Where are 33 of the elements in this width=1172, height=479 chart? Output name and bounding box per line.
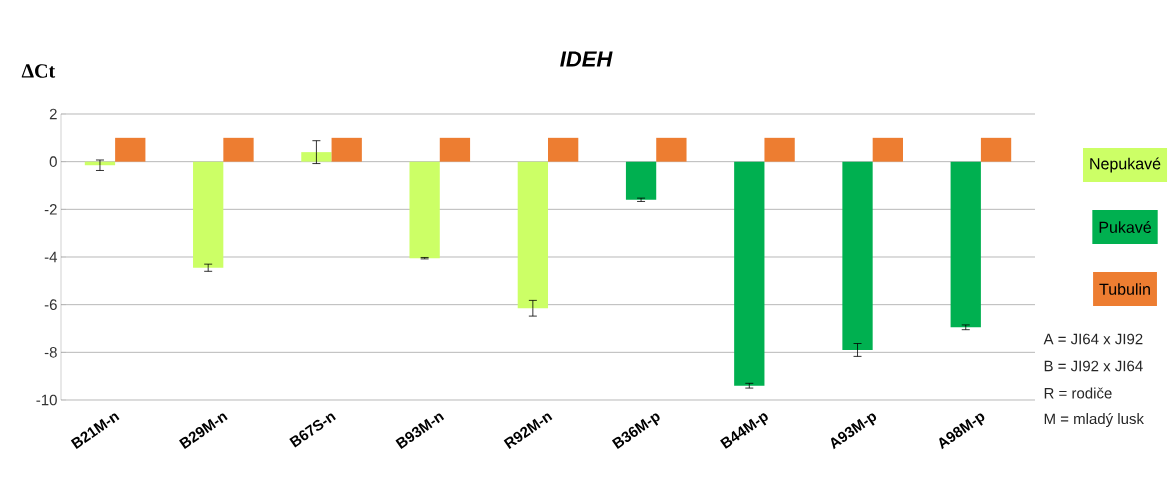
bar [656, 137, 687, 162]
bar [764, 137, 795, 162]
bar [193, 161, 224, 268]
bar [950, 161, 981, 328]
y-tick-label: -8 [44, 347, 57, 358]
bar [980, 137, 1012, 162]
y-axis-title: ΔCt [21, 64, 56, 78]
bar [734, 161, 765, 386]
text: B = JI92 x JI64 [1044, 360, 1143, 372]
chart-title: IDEH [560, 51, 613, 67]
y-tick-label: -10 [36, 394, 57, 406]
text: Nepukavé [1090, 157, 1161, 173]
bar [517, 161, 549, 309]
text: Tubulin [1099, 283, 1150, 295]
y-tick-label: -2 [44, 204, 57, 215]
text: R = rodiče [1044, 387, 1112, 399]
bar [548, 137, 579, 162]
bar [223, 137, 254, 162]
bar [872, 137, 903, 162]
bar [842, 161, 873, 350]
bar [409, 161, 440, 259]
bar [439, 137, 471, 162]
y-tick-label: -6 [44, 299, 57, 310]
bar [331, 137, 362, 162]
text: M = mladý lusk [1044, 412, 1144, 428]
text: Pukavé [1099, 221, 1151, 233]
y-tick-label: 0 [49, 156, 57, 167]
text: A = JI64 x JI92 [1043, 333, 1143, 345]
y-tick-label: 2 [49, 108, 57, 120]
y-tick-label: -4 [44, 251, 58, 263]
bar [115, 137, 146, 162]
bar [301, 152, 332, 162]
bar [625, 161, 657, 200]
